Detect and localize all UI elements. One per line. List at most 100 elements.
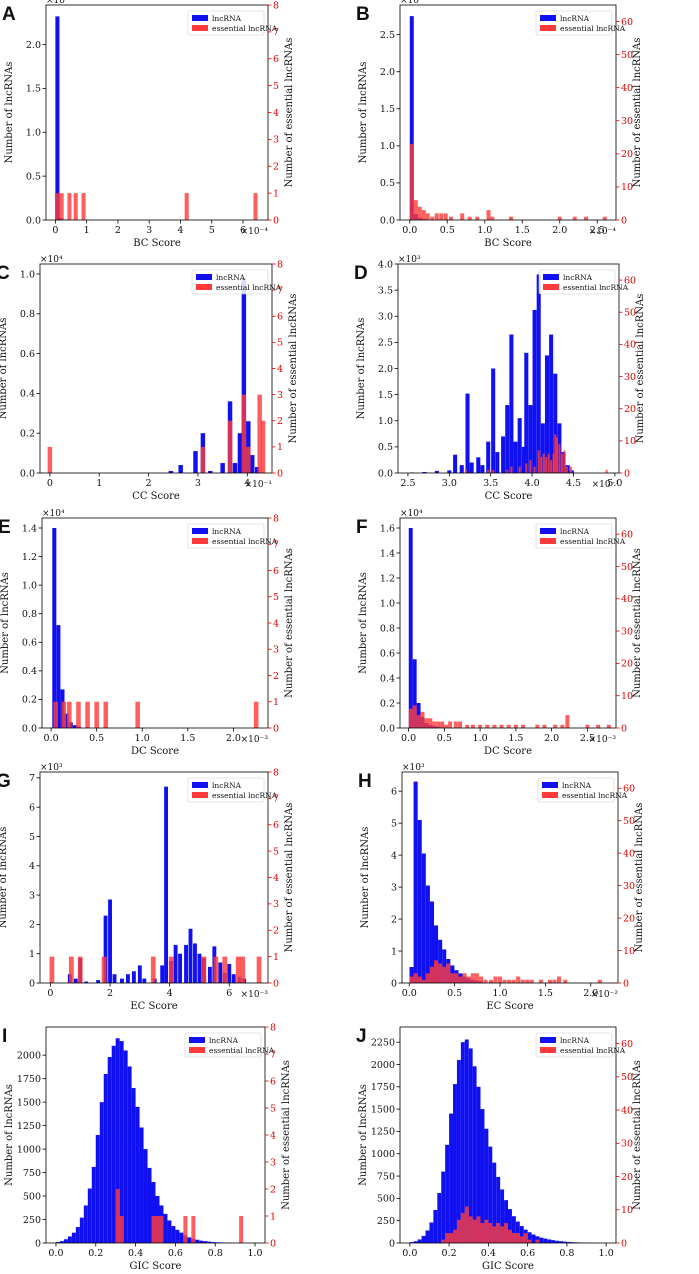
y-right-tick-label: 10 [621,691,633,702]
x-multiplier: ×10⁻¹ [592,480,619,490]
y-tick-label: 0.0 [20,468,35,479]
legend-label-lncrna: lncRNA [209,1036,239,1045]
y-right-tick-label: 8 [277,259,283,270]
essential-lncrna-bar [523,1233,528,1243]
x-tick-label: 3.0 [442,478,457,489]
essential-lncrna-bar [425,213,430,220]
lncrna-bar [131,971,136,983]
essential-lncrna-bar [409,976,414,983]
essential-lncrna-bar [439,213,444,220]
essential-lncrna-bar [560,724,565,728]
lncrna-bar [193,943,197,983]
essential-lncrna-bar [552,453,555,473]
panel-label: J [356,1026,367,1047]
y-tick-label: 6 [391,786,397,797]
essential-lncrna-bar [443,213,448,220]
x-tick-label: 4.5 [566,478,581,489]
y-right-tick-label: 0 [623,978,629,989]
y-tick-label: 7 [29,773,35,784]
x-tick-label: 0.6 [168,1248,183,1259]
y-right-tick-label: 0 [624,468,630,479]
lncrna-bar [120,978,124,983]
essential-lncrna-bar [565,715,570,728]
x-tick-label: 5.0 [607,478,622,489]
y-tick-label: 2.0 [26,40,41,51]
essential-lncrna-bar [569,466,573,473]
essential-lncrna-bar [527,1239,532,1243]
essential-lncrna-bar [424,718,429,728]
lncrna-bar [515,1221,520,1243]
lncrna-bar [103,1073,108,1243]
lncrna-bar [412,659,417,728]
y-multiplier: ×10⁴ [42,509,65,519]
essential-lncrna-bar [478,724,483,728]
lncrna-bar [409,16,414,220]
lncrna-bar [551,1240,556,1243]
x-tick-label: 0.0 [402,988,417,999]
legend-swatch-essential [540,538,556,544]
essential-lncrna-bar [115,1189,120,1243]
essential-lncrna-bar [484,1219,489,1243]
y-right-tick-label: 40 [624,340,636,351]
y-multiplier: ×10³ [402,763,425,773]
lncrna-bar [527,1232,532,1243]
lncrna-bar [72,725,77,728]
lncrna-bar [178,465,183,473]
y-tick-label: 2000 [17,1050,41,1061]
x-tick-label: 0.6 [520,1248,535,1259]
essential-lncrna-bar [529,979,534,983]
essential-lncrna-bar [470,724,475,728]
essential-lncrna-bar [260,420,266,473]
legend-swatch-essential [196,284,212,290]
x-tick-label: 0.5 [440,225,455,236]
y-right-tick-label: 0 [270,1238,276,1249]
legend-label-lncrna: lncRNA [562,781,592,790]
essential-lncrna-bar [257,394,262,473]
essential-lncrna-bar [454,973,459,983]
y-tick-label: 0.2 [20,428,35,439]
y-tick-label: 1750 [371,1082,395,1093]
legend-label-lncrna: lncRNA [560,1036,590,1045]
axes-frame [45,4,269,221]
essential-lncrna-bar [478,976,483,983]
essential-lncrna-bar [68,956,74,983]
legend-label-lncrna: lncRNA [560,527,590,536]
x-tick-label: 2.0 [226,733,241,744]
x-tick-label: 0.4 [128,1248,143,1259]
essential-lncrna-bar [596,724,601,728]
x-tick-label: 0.0 [401,733,416,744]
lncrna-bar [521,446,526,473]
y-right-tick-label: 0 [273,215,279,226]
legend-swatch-lncrna [540,15,556,21]
essential-lncrna-bar [77,956,83,983]
lncrna-bar [555,1240,560,1243]
y-right-tick-label: 6 [273,820,279,831]
essential-lncrna-bar [476,1216,481,1243]
essential-lncrna-bar [201,956,207,983]
essential-lncrna-bar [440,721,445,728]
y-right-tick-label: 10 [624,436,636,447]
essential-lncrna-bar [450,973,455,983]
essential-lncrna-bar [602,216,607,220]
lncrna-bar [107,1057,112,1243]
y-right-tick-label: 30 [623,881,635,892]
lncrna-bar [547,1239,552,1243]
essential-lncrna-bar [475,216,480,220]
y-right-tick-label: 30 [621,1139,633,1150]
lncrna-bar [429,901,434,983]
lncrna-bar [438,939,443,983]
lncrna-bar [434,470,439,473]
y-right-tick-label: 1 [277,442,283,453]
essential-lncrna-bar [428,718,433,728]
lncrna-bar [96,980,101,983]
lncrna-bar [111,1045,116,1243]
essential-lncrna-bar [488,1223,493,1243]
y-tick-label: 1.5 [380,104,395,115]
essential-lncrna-bar [525,979,530,983]
lncrna-bar [517,418,522,473]
x-tick-label: 1.5 [508,733,523,744]
lncrna-bar [67,1236,72,1243]
lncrna-bar [160,965,165,983]
lncrna-bar [469,462,474,473]
essential-lncrna-bar [444,724,449,728]
